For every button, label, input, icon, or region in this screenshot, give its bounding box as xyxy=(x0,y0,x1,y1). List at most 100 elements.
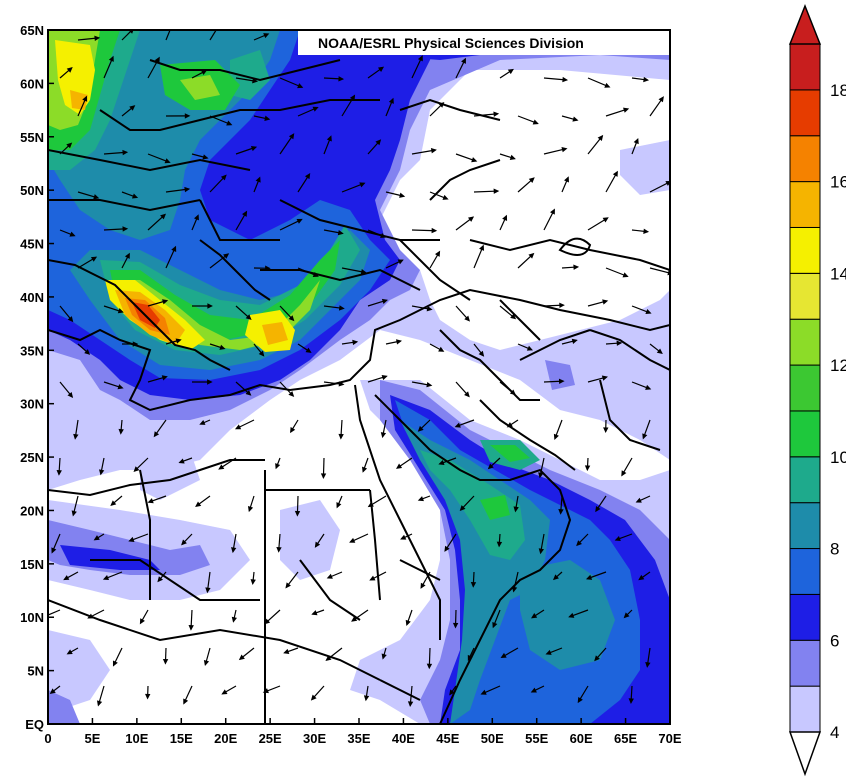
wind-arrowhead xyxy=(601,375,608,381)
wind-arrowhead xyxy=(459,505,466,512)
wind-arrowhead xyxy=(102,575,110,581)
colorbar-label: 18 xyxy=(830,81,846,100)
longitude-labels: 0 5E 10E 15E 20E 25E 30E 35E 40E 45E 50E 55E 60E 65E 7… xyxy=(44,718,682,746)
wind-arrowhead xyxy=(96,700,103,707)
wind-arrowhead xyxy=(479,244,485,251)
lon-label: 45E xyxy=(436,731,459,746)
lon-label: 70E xyxy=(658,731,681,746)
wind-arrowhead xyxy=(336,502,342,509)
wind-arrowhead xyxy=(117,384,124,390)
wind-arrowhead xyxy=(82,95,88,102)
wind-arrowhead xyxy=(493,188,500,194)
wind-arrowhead xyxy=(219,21,222,25)
wind-arrowhead xyxy=(288,315,295,322)
wind-arrowhead xyxy=(184,186,191,193)
wind-arrowhead xyxy=(108,55,114,62)
wind-arrowhead xyxy=(226,120,233,126)
wind-arrowhead xyxy=(188,625,194,631)
lon-label: 50E xyxy=(481,731,504,746)
wind-arrowhead xyxy=(558,508,564,515)
coastlines xyxy=(48,59,670,724)
wind-arrowhead xyxy=(531,613,538,619)
wind-arrowhead xyxy=(585,574,593,580)
lat-label: 25N xyxy=(20,450,44,465)
wind-arrowhead xyxy=(160,213,167,220)
wind-arrowhead xyxy=(470,582,477,588)
wind-arrowhead xyxy=(538,548,545,555)
colorbar-underflow-triangle xyxy=(788,731,822,777)
wind-arrowhead xyxy=(118,428,124,435)
wind-arrowhead xyxy=(525,22,528,26)
wind-arrowhead xyxy=(638,574,645,581)
wind-arrowhead xyxy=(380,432,387,439)
lat-label: 10N xyxy=(20,610,44,625)
colorbar-bin xyxy=(789,43,821,91)
wind-arrowhead xyxy=(623,612,630,619)
wind-arrowhead xyxy=(93,194,100,200)
wind-arrowhead xyxy=(380,232,387,238)
colorbar-bin xyxy=(789,226,821,274)
wind-arrowhead xyxy=(452,622,459,629)
wind-arrowhead xyxy=(326,135,332,142)
lon-label: 60E xyxy=(570,731,593,746)
wind-arrowhead xyxy=(397,259,404,265)
wind-arrowhead xyxy=(255,176,261,183)
wind-arrowhead xyxy=(502,214,508,221)
wind-arrowhead xyxy=(252,78,259,84)
lon-label: 40E xyxy=(392,731,415,746)
wind-arrowhead xyxy=(311,610,318,616)
wind-arrowhead xyxy=(449,689,455,696)
lon-label: 25E xyxy=(259,731,282,746)
wind-arrowhead xyxy=(275,463,281,470)
wind-arrowhead xyxy=(444,545,450,552)
lon-label: 10E xyxy=(125,731,148,746)
wind-arrowhead xyxy=(129,105,136,111)
wind-arrowhead xyxy=(56,470,62,476)
wind-arrowhead xyxy=(66,142,73,149)
wind-arrowhead xyxy=(553,433,559,440)
wind-arrowhead xyxy=(276,546,282,553)
wind-arrowhead xyxy=(90,256,98,262)
wind-arrowhead xyxy=(471,157,478,163)
wind-arrowhead xyxy=(87,613,94,619)
wind-arrowhead xyxy=(69,231,76,237)
wind-arrowhead xyxy=(417,55,423,62)
wind-arrowhead xyxy=(417,425,424,432)
wind-arrowhead xyxy=(349,537,356,543)
lat-label: 35N xyxy=(20,343,44,358)
wind-arrowhead xyxy=(326,573,333,579)
wind-arrowhead xyxy=(467,216,475,222)
wind-arrowhead xyxy=(312,272,319,278)
lat-label: 45N xyxy=(20,237,44,252)
wind-arrowhead xyxy=(572,116,579,122)
colorbar-bin xyxy=(789,89,821,137)
wind-arrowhead xyxy=(431,227,438,234)
wind-arrowhead xyxy=(377,66,385,73)
colorbar-bin xyxy=(789,548,821,595)
wind-arrowhead xyxy=(400,534,407,540)
wind-arrowhead xyxy=(238,654,245,661)
lon-label: 30E xyxy=(303,731,326,746)
wind-arrowhead xyxy=(532,119,539,125)
wind-arrowhead xyxy=(124,252,130,259)
wind-arrowhead xyxy=(178,458,185,464)
wind-arrowhead xyxy=(442,194,449,200)
wind-arrowhead xyxy=(467,654,473,662)
wind-arrowhead xyxy=(573,264,580,270)
wind-arrowhead xyxy=(528,177,535,183)
wind-arrowhead xyxy=(509,389,516,396)
wind-arrowhead xyxy=(153,431,160,438)
wind-arrowhead xyxy=(564,176,569,183)
wind-arrowhead xyxy=(594,655,600,662)
colorbar-labels: 4 6 8 10 12 14 16 18 xyxy=(830,81,846,742)
wind-arrowhead xyxy=(304,172,311,180)
credit-text: NOAA/ESRL Physical Sciences Division xyxy=(318,35,584,51)
wind-arrowhead xyxy=(320,473,327,480)
wind-arrowhead xyxy=(288,133,295,140)
wind-arrowhead xyxy=(349,94,356,101)
wind-arrowhead xyxy=(612,170,618,177)
lat-label: EQ xyxy=(25,717,44,732)
wind-arrowhead xyxy=(242,210,248,217)
wind-arrowhead xyxy=(526,345,534,351)
colorbar-bin xyxy=(789,272,821,320)
